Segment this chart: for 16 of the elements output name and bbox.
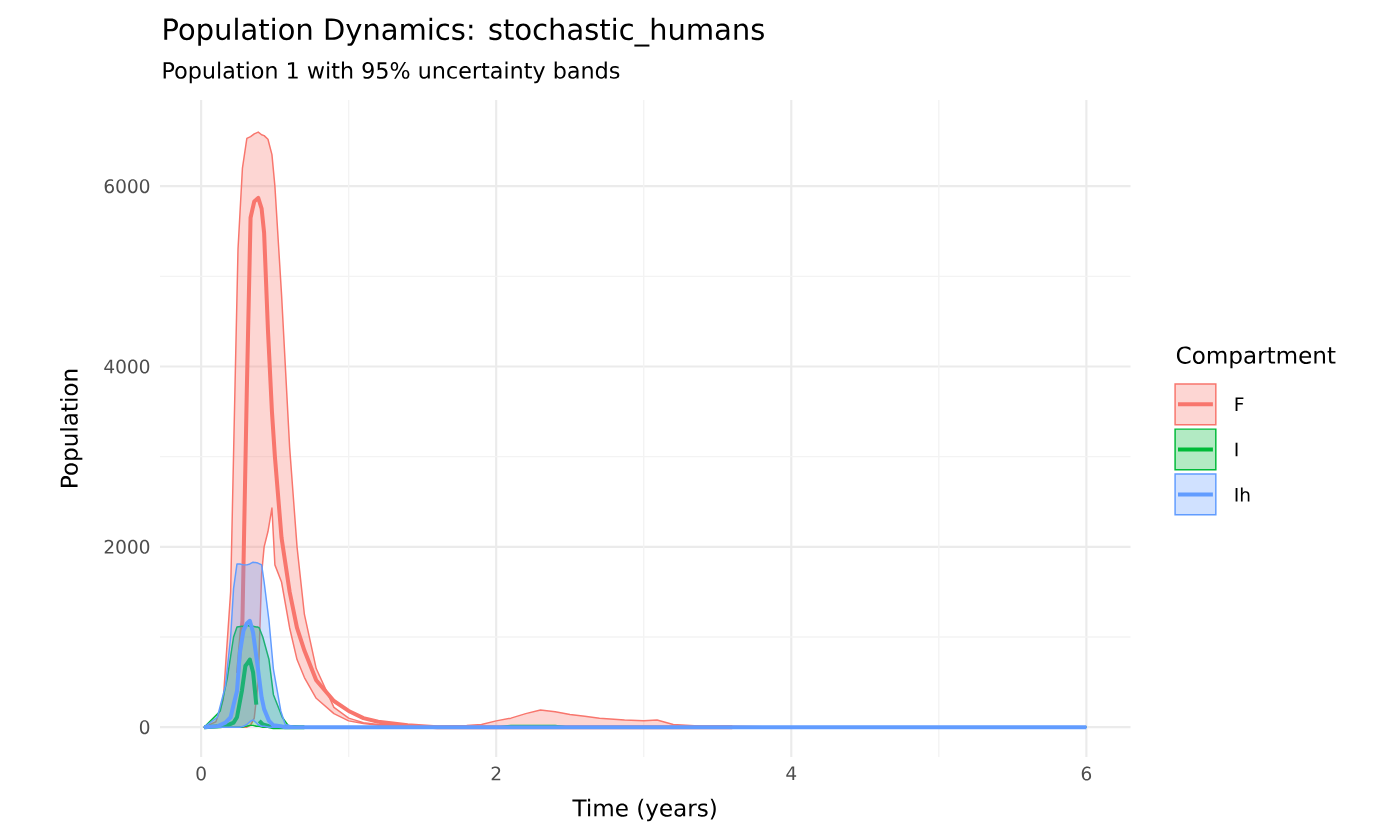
x-tick-label: 2 [491,766,501,781]
legend-label: Ih [1235,487,1250,502]
legend-label: I [1235,442,1238,457]
x-tick-label: 4 [786,766,797,781]
y-tick-label: 0 [139,720,150,735]
legend-title: Compartment [1176,346,1336,369]
y-tick-label: 2000 [104,539,150,554]
chart-title: Population Dynamics: stochastic_humans [164,17,764,47]
y-tick-label: 6000 [104,179,150,194]
x-tick-label: 0 [196,766,206,781]
y-axis-title: Population [60,370,83,488]
chart-subtitle: Population 1 with 95% uncertainty bands [163,61,620,84]
x-axis-title: Time (years) [572,799,716,822]
y-tick-label: 4000 [104,359,150,374]
legend-label: F [1235,397,1244,412]
x-tick-label: 6 [1081,766,1092,781]
